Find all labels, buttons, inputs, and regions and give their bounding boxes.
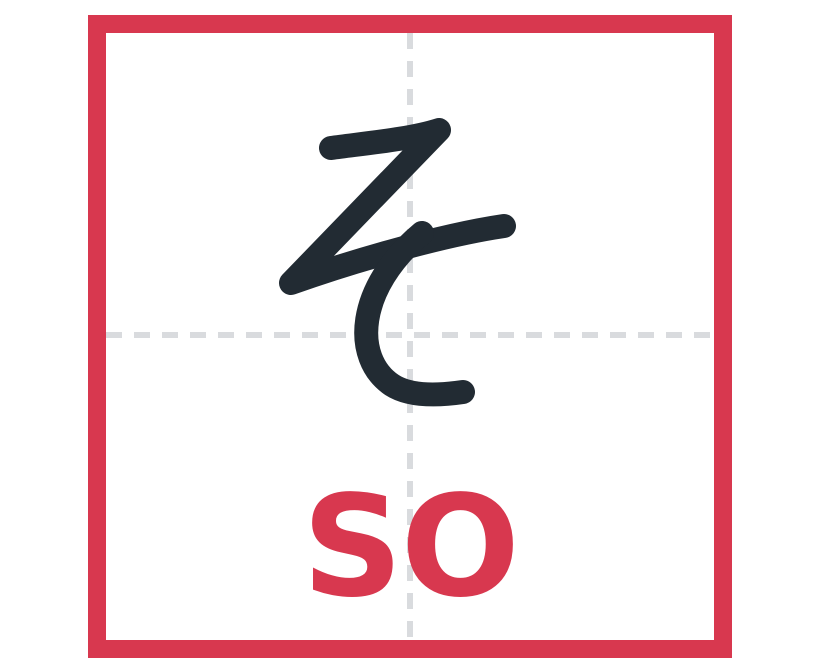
guide-lines [106, 33, 714, 640]
romaji-label: SO [302, 466, 520, 629]
kana-flashcard: そ SO [88, 15, 732, 658]
kana-glyph: そ [279, 118, 516, 407]
kana-stroke-2 [354, 221, 475, 407]
kana-stroke-1 [279, 118, 516, 295]
